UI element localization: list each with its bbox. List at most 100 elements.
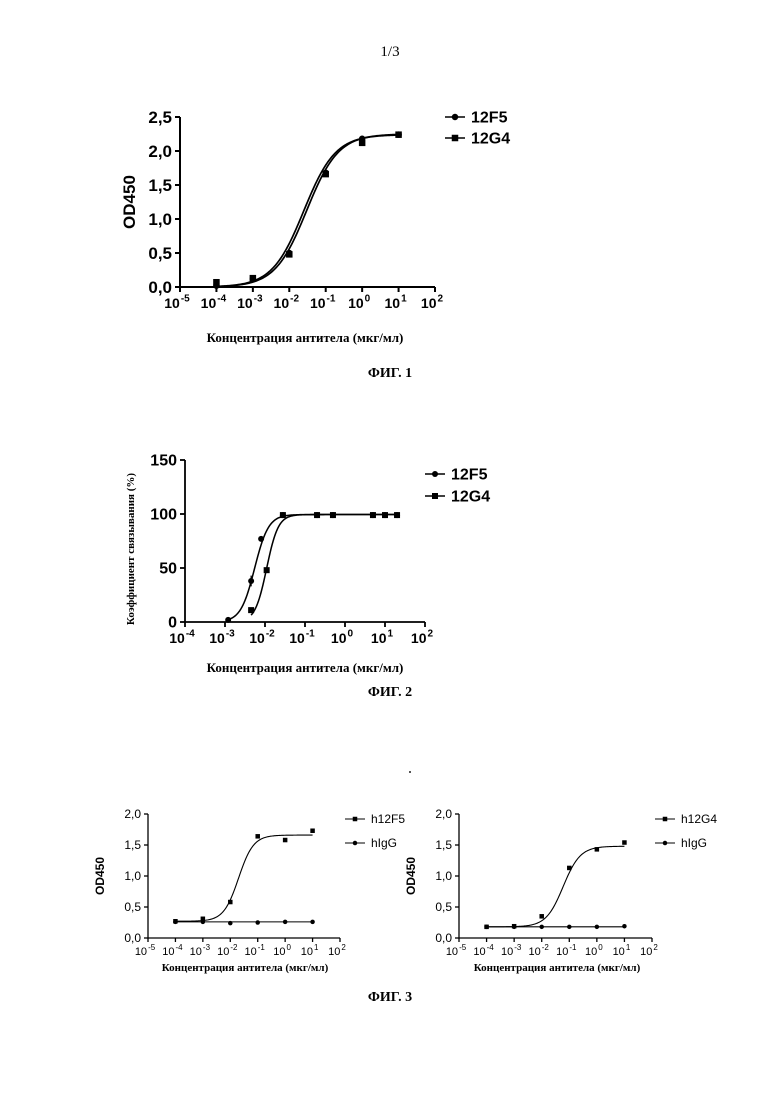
fig1-x-tick-label: 10-2 [274,294,300,311]
fig2-legend-label: 12F5 [451,467,488,484]
fig3a-x-tick-label: 102 [328,943,346,958]
fig1-x-tick-label: 101 [385,294,408,311]
fig2-x-tick-label: 101 [371,629,394,646]
fig1-x-axis-label: Концентрация антитела (мкг/мл) [190,330,420,346]
fig2-data-point [370,512,376,518]
fig2-x-tick-label: 10-1 [289,629,315,646]
fig3a-x-tick-label: 10-4 [162,943,183,958]
fig3b-y-axis-label: OD450 [404,857,418,895]
fig2-fit-curve-12G4 [251,515,397,616]
fig2-chart: 10-410-310-210-1100101102050100150Коэффи… [125,453,490,646]
fig3a-legend-marker [353,841,358,846]
fig1-x-tick-label: 100 [348,294,371,311]
fig3b-legend-marker [663,841,668,846]
fig3a-data-point [283,920,288,925]
fig2-data-point [258,536,264,542]
fig3b-x-tick-label: 10-2 [529,943,550,958]
fig1-x-tick-label: 102 [421,294,444,311]
fig2-data-point [382,512,388,518]
fig2-legend-label: 12G4 [451,489,490,506]
fig3a-x-tick-label: 10-2 [217,943,238,958]
fig2-data-point [248,607,254,613]
fig3a-x-tick-label: 10-5 [135,943,156,958]
fig1-data-point [359,140,366,147]
fig3a-data-point [173,920,178,925]
fig3b-x-axis-label: Концентрация антитела (мкг/мл) [462,962,652,974]
fig3b-series-hIgG [484,924,626,929]
fig1-y-tick-label: 1,5 [148,176,172,195]
fig2-data-point [394,512,400,518]
fig3b-x-tick-label: 10-3 [501,943,522,958]
fig1-legend-marker [452,114,459,121]
fig3b-data-point [484,925,489,930]
fig2-y-tick-label: 150 [150,453,177,470]
fig1-y-tick-label: 2,5 [148,108,172,127]
fig2-fit-curve-12F5 [228,515,397,620]
fig3a-series-h12F5 [173,828,315,923]
fig3b-legend-label: h12G4 [681,812,717,826]
fig1-data-point [322,171,329,178]
fig3a-y-tick-label: 1,0 [124,869,141,883]
fig3b-data-point [567,866,572,871]
fig1-fit-curve-12G4 [216,134,398,286]
fig3b-x-tick-label: 10-1 [556,943,577,958]
fig3b-legend-label: hIgG [681,836,707,850]
fig2-data-point [314,512,320,518]
fig3a-data-point [283,838,288,843]
fig3b-data-point [539,925,544,930]
fig1-chart: 10-510-410-310-210-11001011020,00,51,01,… [120,108,510,311]
fig3a-data-point [201,920,206,925]
fig1-legend-label: 12G4 [471,131,510,148]
fig3a-legend-marker [353,817,358,822]
fig3a-x-axis-label: Концентрация антитела (мкг/мл) [150,962,340,974]
fig3b-data-point [595,925,600,930]
fig3b-data-point [512,925,517,930]
fig3b-y-tick-label: 0,0 [435,931,452,945]
fig3b-y-tick-label: 1,0 [435,869,452,883]
fig3b-data-point [567,925,572,930]
stray-dot [409,771,411,773]
fig3b-y-tick-label: 1,5 [435,838,452,852]
fig2-data-point [330,512,336,518]
fig3a-data-point [228,921,233,926]
fig3b-legend-marker [663,817,668,822]
fig1-y-tick-label: 1,0 [148,210,172,229]
fig3a-legend-label: h12F5 [371,812,405,826]
fig2-data-point [264,567,270,573]
fig1-fit-curve-12F5 [216,135,398,286]
fig1-x-tick-label: 10-1 [310,294,336,311]
fig1-data-point [213,279,220,286]
fig3a-y-tick-label: 0,0 [124,931,141,945]
fig2-series-12G4 [248,512,400,615]
fig1-y-tick-label: 0,5 [148,244,172,263]
fig3-caption: ФИГ. 3 [0,990,780,1006]
fig3a-data-point [255,920,260,925]
fig1-x-tick-label: 10-3 [237,294,263,311]
fig3b-fit-curve-h12G4 [487,846,625,927]
fig2-x-axis-label: Концентрация антитела (мкг/мл) [190,660,420,676]
fig3a-chart: 10-510-410-310-210-11001011020,00,51,01,… [93,807,405,958]
fig3b-x-tick-label: 101 [613,943,631,958]
fig3a-x-tick-label: 10-1 [245,943,266,958]
fig3b-x-tick-label: 10-4 [473,943,494,958]
fig3b-x-tick-label: 102 [640,943,658,958]
fig3a-data-point [228,900,233,905]
fig1-y-tick-label: 0,0 [148,278,172,297]
fig2-x-tick-label: 10-3 [209,629,235,646]
fig2-y-axis-label: Коэффициент связывания (%) [125,473,137,625]
fig3a-data-point [310,828,315,833]
fig2-legend-marker [432,471,438,477]
fig2-x-tick-label: 102 [411,629,434,646]
fig2-data-point [225,617,231,623]
fig3a-y-axis-label: OD450 [93,857,107,895]
fig3a-x-tick-label: 100 [273,943,291,958]
fig3a-fit-curve-h12F5 [175,835,312,921]
fig1-x-tick-label: 10-4 [201,294,227,311]
fig1-series-12G4 [213,131,402,286]
fig3a-data-point [255,834,260,839]
fig3a-y-tick-label: 1,5 [124,838,141,852]
fig3b-series-h12G4 [484,840,626,929]
fig1-y-axis-label: OD450 [120,175,139,229]
fig2-legend-marker [432,493,438,499]
